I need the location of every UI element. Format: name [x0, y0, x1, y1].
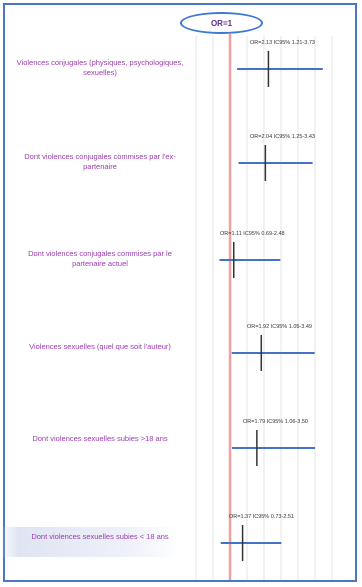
category-label: Dont violences sexuelles subies < 18 ans	[31, 532, 169, 541]
category-label: Violences sexuelles (quel que soit l'aut…	[29, 342, 171, 351]
ci-text-label: OR=1.79 IC95% 1.06-3.50	[243, 419, 308, 425]
ci-text-label: OR=2.13 IC95% 1.21-3.73	[250, 40, 315, 46]
ci-text-label: OR=2.04 IC95% 1.25-3.43	[250, 134, 315, 140]
ci-text-label: OR=1.92 IC95% 1.05-3.49	[247, 324, 312, 330]
ci-text-label: OR=1.37 IC95% 0.73-2.51	[229, 514, 294, 520]
reference-label: OR=1	[180, 12, 263, 34]
category-label: Dont violences conjugales commises par l…	[28, 249, 172, 268]
category-label: Dont violences sexuelles subies >18 ans	[32, 434, 168, 443]
ci-text-label: OR=1.11 IC95% 0.69-2.48	[220, 231, 285, 237]
category-label: Violences conjugales (physiques, psychol…	[16, 58, 184, 77]
category-label: Dont violences conjugales commises par l…	[24, 152, 176, 171]
